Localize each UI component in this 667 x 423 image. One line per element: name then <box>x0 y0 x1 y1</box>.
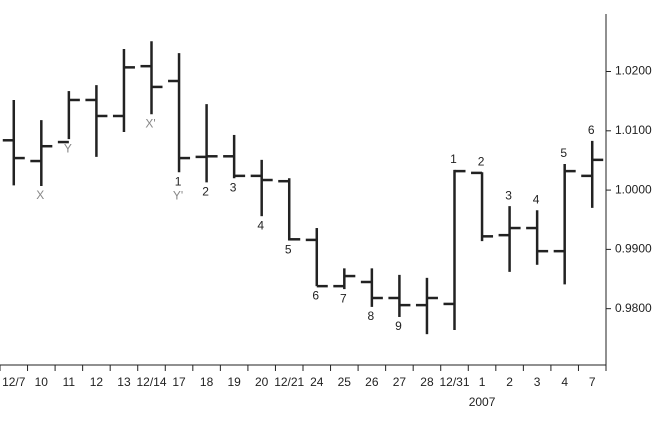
x-tick-label: 17 <box>172 375 186 389</box>
year-label: 2007 <box>469 395 496 409</box>
y-tick-label: 1.0100 <box>615 123 652 137</box>
annotation: X <box>36 188 44 202</box>
annotation: 2 <box>478 154 485 168</box>
annotation: 9 <box>395 319 402 333</box>
x-tick-label: 1 <box>479 375 486 389</box>
x-tick-label: 7 <box>589 375 596 389</box>
x-tick-label: 28 <box>420 375 434 389</box>
x-tick-label: 24 <box>310 375 324 389</box>
annotation: 5 <box>560 146 567 160</box>
annotation: 1 <box>450 152 457 166</box>
x-tick-label: 11 <box>63 375 76 389</box>
x-tick-label: 12/31 <box>439 375 469 389</box>
annotation: 8 <box>368 309 375 323</box>
annotation: 5 <box>285 243 292 257</box>
x-tick-label: 18 <box>200 375 214 389</box>
annotation: 4 <box>257 218 264 232</box>
annotation: 6 <box>312 288 319 302</box>
annotation: 2 <box>202 185 209 199</box>
y-tick-label: 0.9800 <box>615 301 652 315</box>
annotation: Y <box>64 141 72 155</box>
annotation: 4 <box>533 192 540 206</box>
x-tick-label: 19 <box>227 375 241 389</box>
x-tick-label: 12/14 <box>136 375 166 389</box>
x-tick-label: 12/21 <box>274 375 304 389</box>
x-tick-label: 26 <box>365 375 379 389</box>
annotation: 3 <box>230 180 237 194</box>
x-tick-label: 10 <box>35 375 49 389</box>
x-tick-label: 20 <box>255 375 269 389</box>
annotation: 1 <box>175 174 182 188</box>
y-tick-label: 1.0000 <box>615 182 652 196</box>
annotation: X' <box>145 116 155 130</box>
x-tick-label: 4 <box>561 375 568 389</box>
annotation: 3 <box>505 188 512 202</box>
y-tick-label: 1.0200 <box>615 64 652 78</box>
x-tick-label: 13 <box>117 375 131 389</box>
x-tick-label: 12/7 <box>2 375 26 389</box>
annotation: 7 <box>340 291 347 305</box>
annotation: Y' <box>173 188 183 202</box>
x-tick-label: 2 <box>506 375 513 389</box>
x-tick-label: 25 <box>338 375 352 389</box>
annotation: 6 <box>588 123 595 137</box>
x-tick-label: 12 <box>90 375 104 389</box>
y-tick-label: 0.9900 <box>615 242 652 256</box>
x-tick-label: 27 <box>393 375 407 389</box>
x-tick-label: 3 <box>534 375 541 389</box>
